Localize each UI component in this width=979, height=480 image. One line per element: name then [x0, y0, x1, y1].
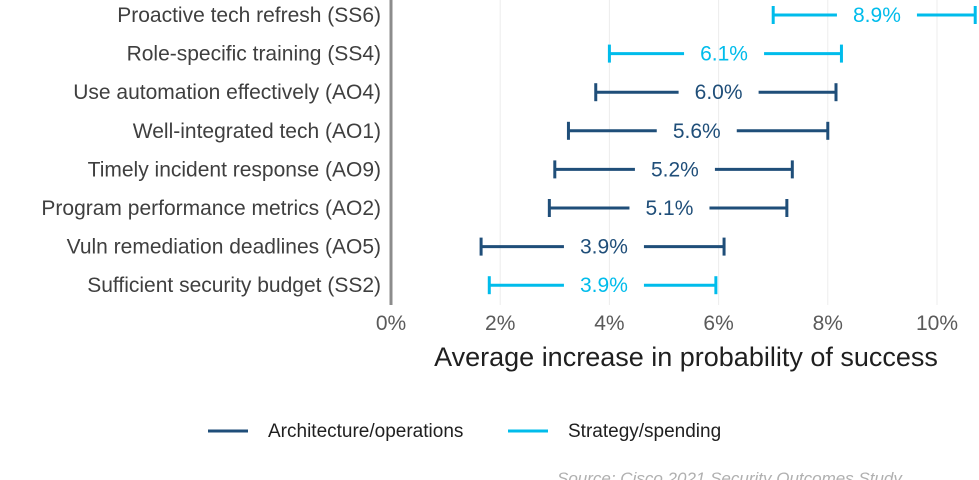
legend-strategy-label: Strategy/spending [568, 421, 721, 442]
value-label: 5.1% [646, 197, 694, 220]
legend: Architecture/operations Strategy/spendin… [208, 421, 721, 442]
value-label: 8.9% [853, 4, 901, 27]
category-label: Use automation effectively (AO4) [73, 81, 381, 104]
interval-row: 3.9% [479, 236, 726, 259]
interval-row: 5.1% [547, 197, 789, 220]
interval-row: 3.9% [487, 274, 718, 297]
value-label: 3.9% [580, 236, 628, 259]
x-tick-label: 10% [916, 312, 958, 335]
category-labels: Proactive tech refresh (SS6) Role-specifi… [41, 4, 381, 297]
category-label: Proactive tech refresh (SS6) [117, 4, 381, 27]
category-label: Vuln remediation deadlines (AO5) [67, 236, 381, 259]
x-tick-label: 2% [485, 312, 515, 335]
interval-row: 6.1% [607, 43, 843, 66]
category-label: Sufficient security budget (SS2) [87, 274, 381, 297]
source-note: Source: Cisco 2021 Security Outcomes Stu… [557, 469, 903, 480]
interval-row: 6.0% [594, 81, 838, 104]
legend-architecture-label: Architecture/operations [268, 421, 463, 442]
value-label: 5.2% [651, 158, 699, 181]
value-label: 3.9% [580, 274, 628, 297]
value-label: 6.1% [700, 43, 748, 66]
interval-row: 5.6% [566, 120, 830, 143]
value-label: 6.0% [695, 81, 743, 104]
x-tick-label: 6% [703, 312, 733, 335]
x-tick-label: 4% [594, 312, 624, 335]
category-label: Program performance metrics (AO2) [41, 197, 381, 220]
x-tick-label: 8% [813, 312, 843, 335]
interval-row: 8.9% [771, 4, 977, 27]
category-label: Timely incident response (AO9) [88, 158, 381, 181]
x-tick-labels: 0% 2% 4% 6% 8% 10% [376, 312, 958, 335]
interval-row: 5.2% [553, 158, 794, 181]
interval-marks: 8.9% 6.1% 6.0% 5.6% 5.2% 5.1% 3.9% 3.9% [479, 4, 977, 297]
category-label: Well-integrated tech (AO1) [133, 120, 381, 143]
x-axis-title: Average increase in probability of succe… [434, 342, 938, 372]
value-label: 5.6% [673, 120, 721, 143]
category-label: Role-specific training (SS4) [127, 43, 381, 66]
x-tick-label: 0% [376, 312, 406, 335]
